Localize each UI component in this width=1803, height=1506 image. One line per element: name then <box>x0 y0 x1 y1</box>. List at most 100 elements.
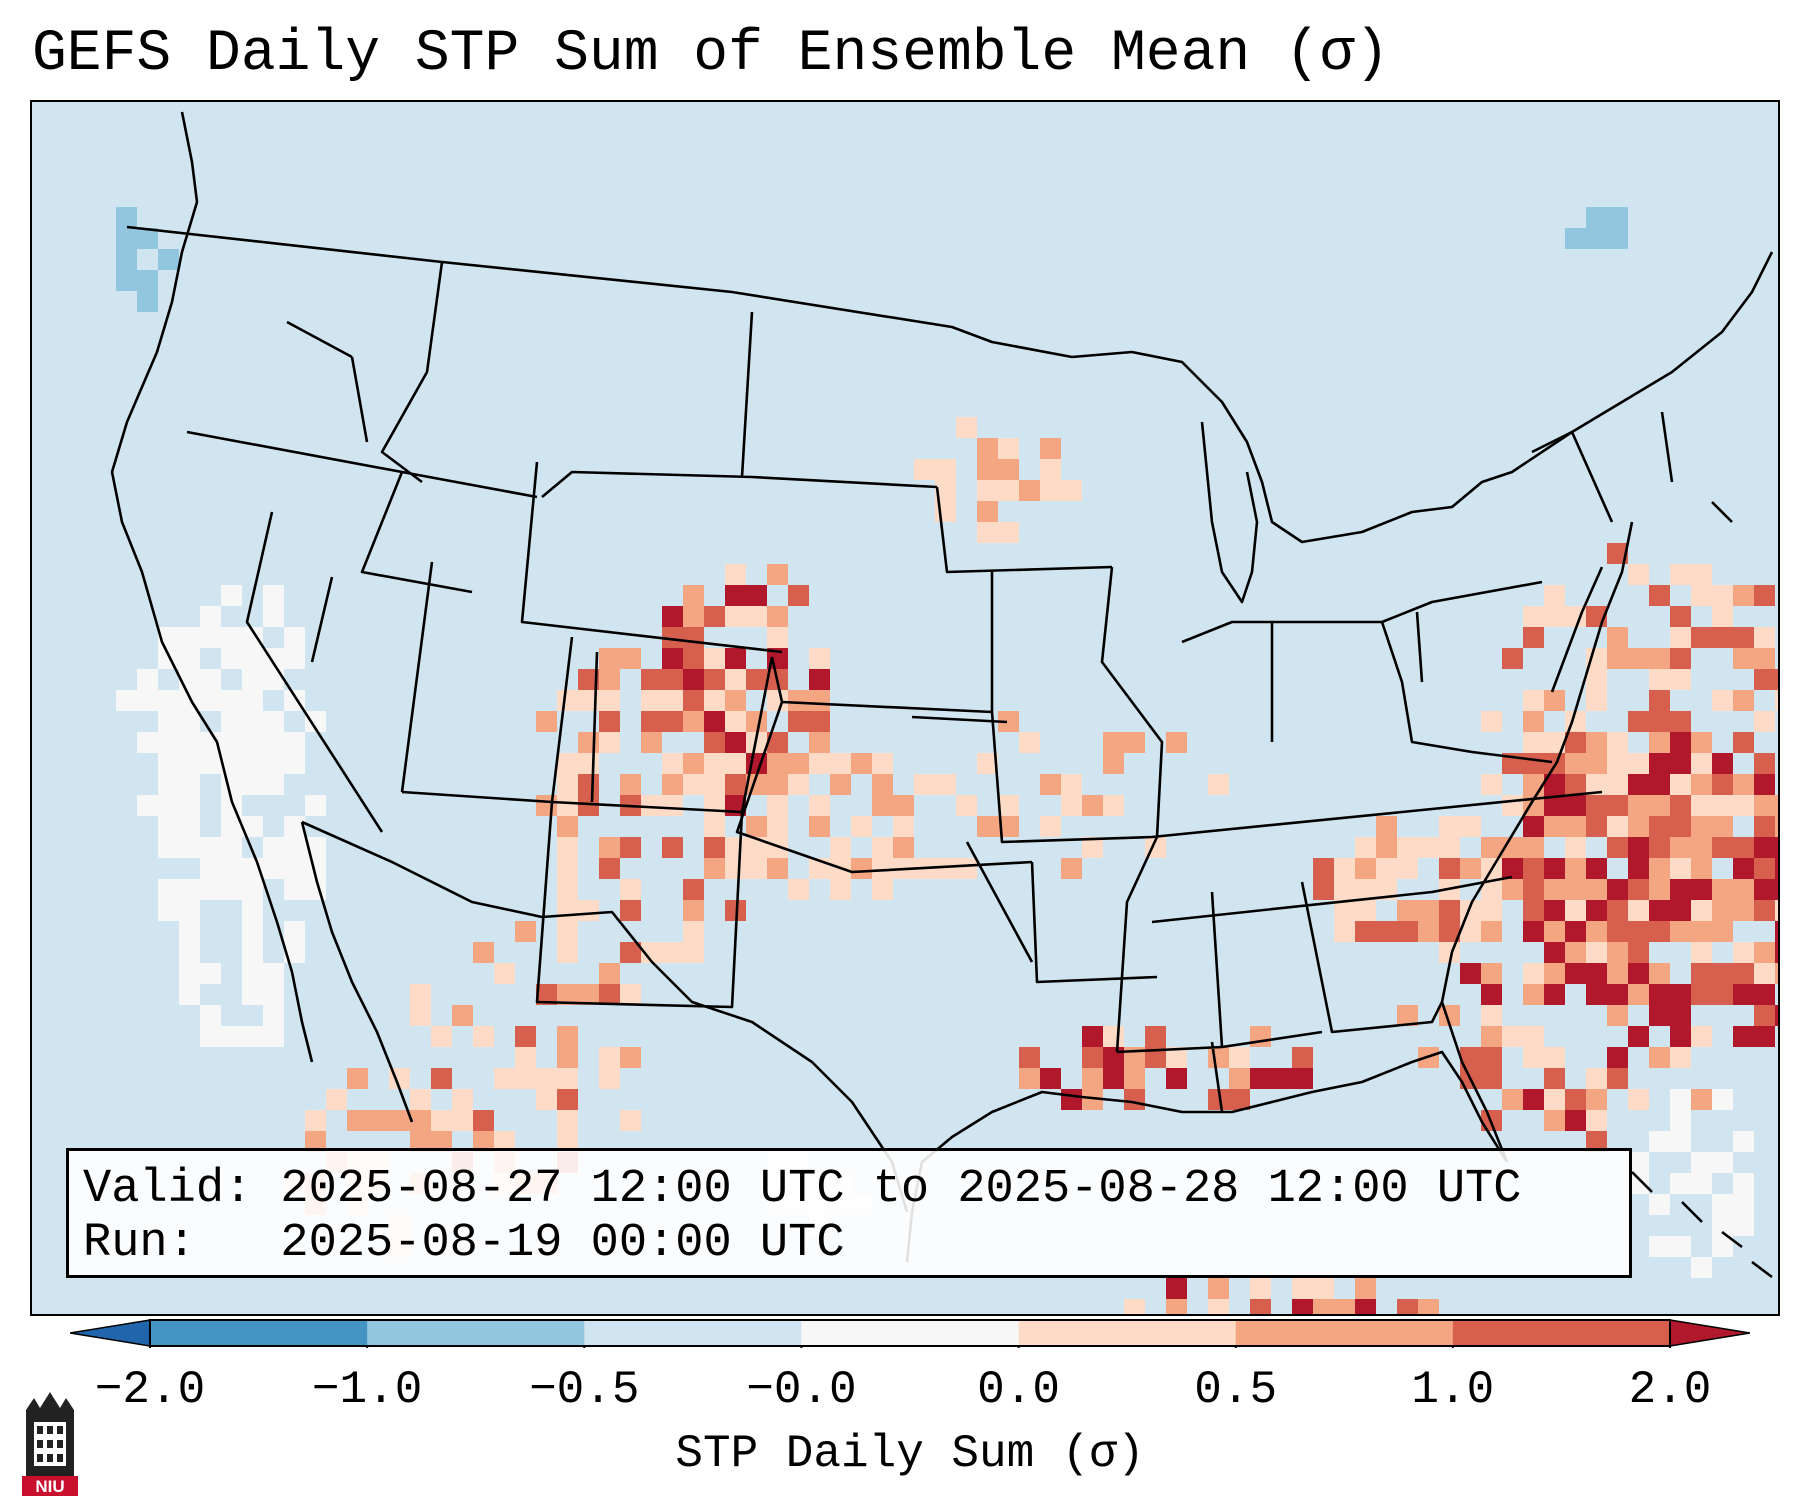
anomaly-cell <box>1733 900 1754 921</box>
anomaly-cell <box>830 753 851 774</box>
anomaly-cell <box>179 795 200 816</box>
anomaly-cell <box>1691 564 1712 585</box>
anomaly-cell <box>1691 1089 1712 1110</box>
anomaly-cell <box>1649 732 1670 753</box>
anomaly-cell <box>1481 1068 1502 1089</box>
anomaly-cell <box>1607 1005 1628 1026</box>
anomaly-cell <box>515 1047 536 1068</box>
anomaly-cell <box>1754 942 1775 963</box>
colorbar-tick-label: −0.5 <box>529 1364 640 1416</box>
anomaly-cell <box>872 774 893 795</box>
anomaly-cell <box>221 648 242 669</box>
anomaly-cell <box>1523 690 1544 711</box>
anomaly-cell <box>872 753 893 774</box>
anomaly-cell <box>1691 774 1712 795</box>
anomaly-cell <box>1544 1110 1565 1131</box>
anomaly-cell <box>704 837 725 858</box>
anomaly-cell <box>1712 837 1733 858</box>
anomaly-cell <box>1628 1089 1649 1110</box>
anomaly-cell <box>557 837 578 858</box>
anomaly-cell <box>1523 606 1544 627</box>
anomaly-cell <box>1628 795 1649 816</box>
map-panel[interactable] <box>30 100 1780 1316</box>
anomaly-cell <box>599 1047 620 1068</box>
anomaly-cell <box>683 942 704 963</box>
anomaly-cell <box>221 753 242 774</box>
anomaly-cell <box>662 753 683 774</box>
anomaly-cell <box>1607 207 1628 228</box>
anomaly-cell <box>1775 858 1778 879</box>
anomaly-cell <box>998 522 1019 543</box>
anomaly-cell <box>1586 816 1607 837</box>
anomaly-cell <box>1586 879 1607 900</box>
anomaly-cell <box>1523 900 1544 921</box>
anomaly-cell <box>599 669 620 690</box>
anomaly-cell <box>1586 753 1607 774</box>
anomaly-cell <box>1691 585 1712 606</box>
anomaly-cell <box>1418 900 1439 921</box>
anomaly-cell <box>620 879 641 900</box>
anomaly-cell <box>410 1005 431 1026</box>
anomaly-cell <box>431 1110 452 1131</box>
anomaly-cell <box>1502 879 1523 900</box>
anomaly-cell <box>1649 921 1670 942</box>
anomaly-cell <box>557 879 578 900</box>
anomaly-cell <box>1586 1089 1607 1110</box>
anomaly-cell <box>1754 963 1775 984</box>
anomaly-cell <box>1733 858 1754 879</box>
anomaly-cell <box>431 1131 452 1152</box>
anomaly-cell <box>179 921 200 942</box>
anomaly-cell <box>536 1068 557 1089</box>
anomaly-cell <box>221 837 242 858</box>
anomaly-cell <box>242 690 263 711</box>
anomaly-cell <box>788 774 809 795</box>
anomaly-cell <box>1775 1005 1778 1026</box>
anomaly-cell <box>725 732 746 753</box>
anomaly-cell <box>1103 1026 1124 1047</box>
anomaly-cell <box>1565 606 1586 627</box>
anomaly-cell <box>1523 627 1544 648</box>
anomaly-cell <box>221 858 242 879</box>
anomaly-cell <box>956 858 977 879</box>
anomaly-cell <box>1712 921 1733 942</box>
colorbar-tick-label: 0.5 <box>1194 1364 1278 1416</box>
anomaly-cell <box>410 1131 431 1152</box>
anomaly-cell <box>1040 774 1061 795</box>
anomaly-cell <box>179 753 200 774</box>
anomaly-cell <box>704 858 725 879</box>
anomaly-cell <box>725 648 746 669</box>
anomaly-cell <box>536 1089 557 1110</box>
anomaly-cell <box>1565 858 1586 879</box>
anomaly-cell <box>1628 774 1649 795</box>
anomaly-cell <box>200 879 221 900</box>
anomaly-cell <box>1712 984 1733 1005</box>
anomaly-cell <box>1124 1068 1145 1089</box>
anomaly-cell <box>1670 669 1691 690</box>
anomaly-cell <box>1439 816 1460 837</box>
anomaly-cell <box>1691 753 1712 774</box>
anomaly-cell <box>137 291 158 312</box>
anomaly-cell <box>1502 795 1523 816</box>
anomaly-cell <box>1649 711 1670 732</box>
anomaly-cell <box>725 585 746 606</box>
anomaly-cell <box>158 249 179 270</box>
anomaly-cell <box>1166 1068 1187 1089</box>
anomaly-cell <box>1334 858 1355 879</box>
anomaly-cell <box>305 1131 326 1152</box>
anomaly-cell <box>242 963 263 984</box>
anomaly-cell <box>1124 732 1145 753</box>
anomaly-cell <box>1565 837 1586 858</box>
anomaly-cell <box>1712 1089 1733 1110</box>
anomaly-cell <box>1607 1047 1628 1068</box>
anomaly-cell <box>158 837 179 858</box>
anomaly-cell <box>1670 606 1691 627</box>
anomaly-cell <box>557 1047 578 1068</box>
anomaly-cell <box>1586 1110 1607 1131</box>
anomaly-cell <box>1481 1026 1502 1047</box>
anomaly-cell <box>641 795 662 816</box>
anomaly-cell <box>998 795 1019 816</box>
anomaly-cell <box>263 753 284 774</box>
anomaly-cell <box>1628 753 1649 774</box>
anomaly-cell <box>1040 1068 1061 1089</box>
anomaly-cell <box>200 753 221 774</box>
